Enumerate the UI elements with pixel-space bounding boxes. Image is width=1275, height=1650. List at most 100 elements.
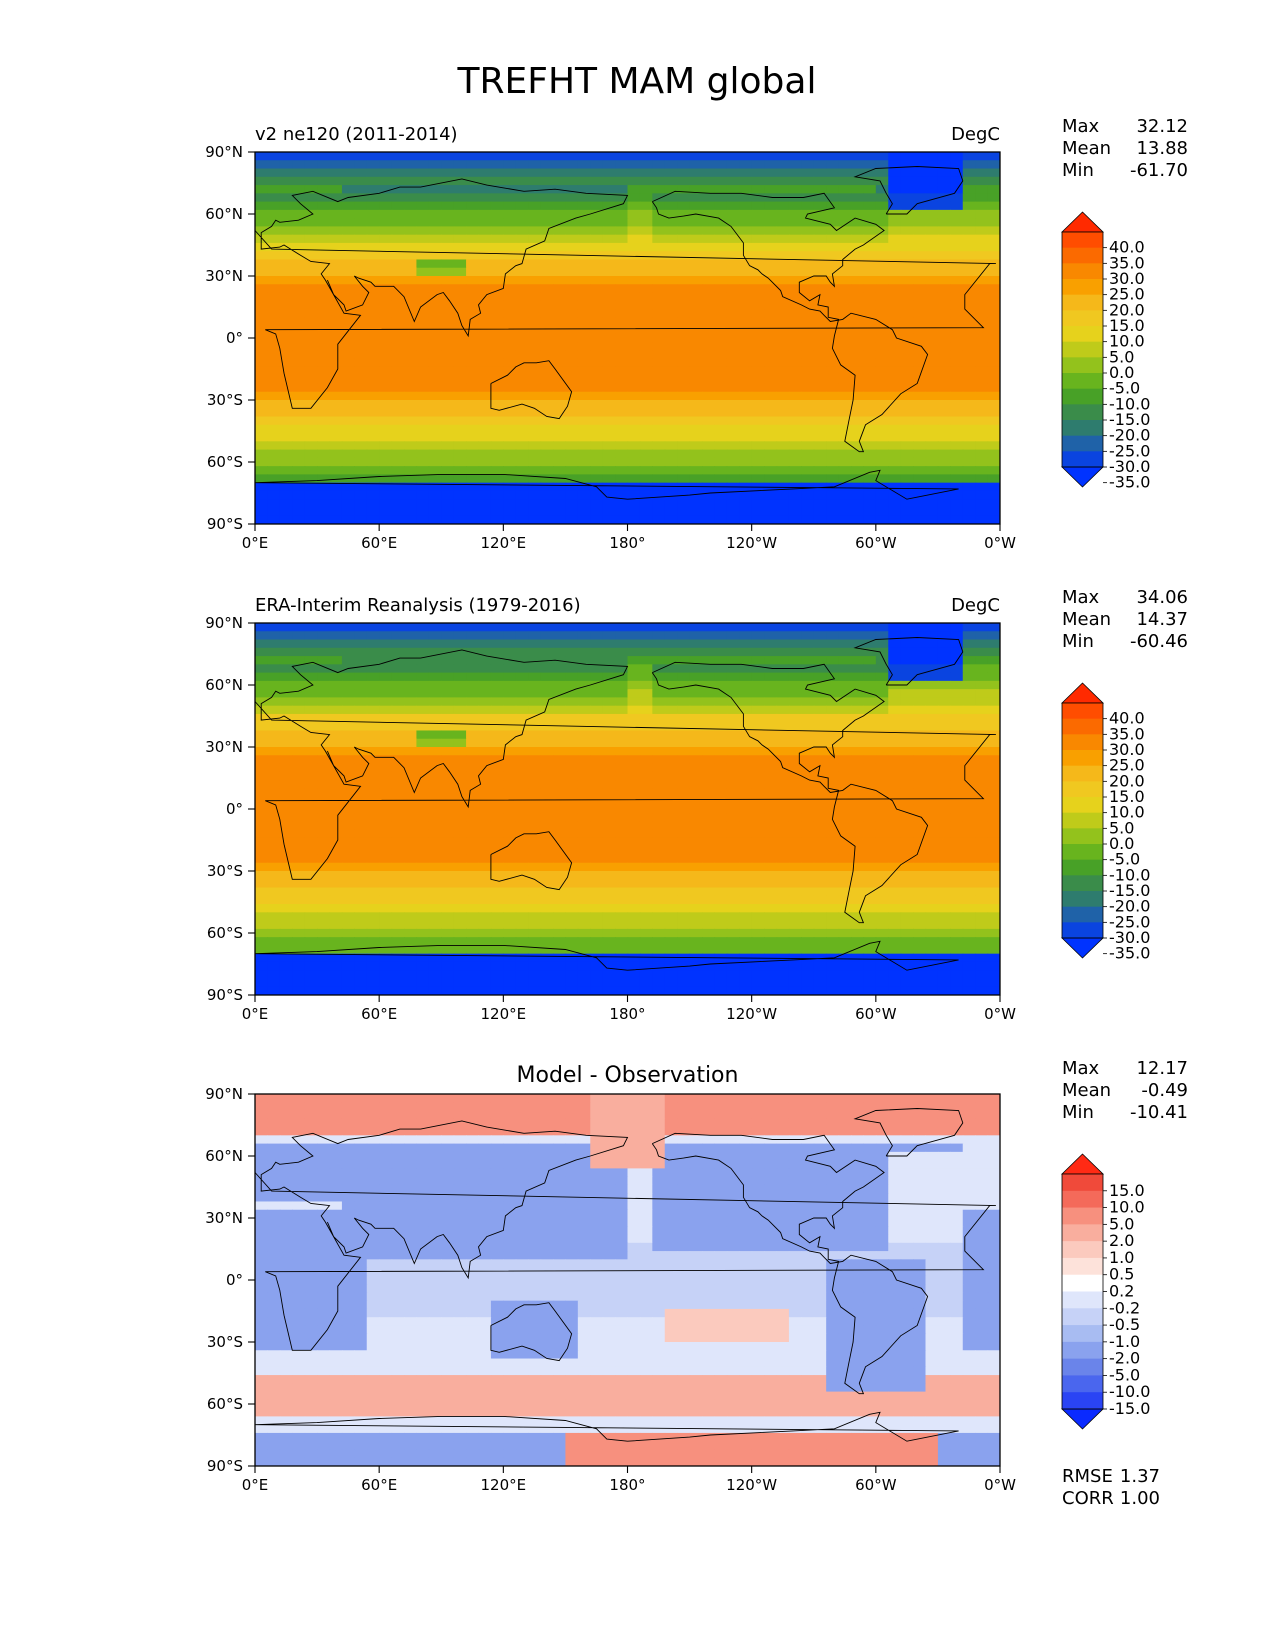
map-cell	[788, 474, 802, 484]
map-cell	[689, 251, 703, 261]
map-cell	[267, 755, 281, 765]
map-cell	[764, 259, 778, 269]
map-cell	[851, 317, 865, 327]
map-cell	[279, 672, 293, 682]
map-cell	[528, 226, 542, 236]
map-cell	[553, 276, 567, 285]
map-cell	[404, 813, 418, 822]
map-cell	[925, 499, 939, 509]
map-cell	[404, 234, 418, 244]
map-cell	[540, 276, 554, 285]
map-cell	[627, 697, 641, 707]
map-cell	[987, 689, 1000, 698]
map-cell	[813, 813, 827, 822]
map-cell	[515, 763, 529, 773]
map-cell	[627, 763, 641, 773]
map-cell	[428, 218, 442, 227]
map-cell	[975, 763, 989, 773]
map-cell	[540, 813, 554, 822]
map-cell	[292, 804, 306, 814]
map-cell	[652, 168, 666, 178]
map-cell	[279, 209, 293, 219]
map-cell	[664, 457, 678, 467]
map-cell	[341, 912, 355, 922]
map-cell	[615, 242, 629, 252]
map-cell	[466, 342, 480, 351]
map-cell	[329, 433, 343, 442]
map-cell	[391, 317, 405, 327]
map-cell	[937, 713, 951, 723]
map-cell	[987, 713, 1000, 723]
map-cell	[466, 730, 480, 740]
map-cell	[416, 309, 430, 318]
map-cell	[329, 251, 343, 261]
map-cell	[962, 333, 976, 343]
map-cell	[255, 457, 269, 467]
map-cell	[888, 242, 902, 252]
map-cell	[801, 780, 815, 789]
map-cell	[267, 656, 281, 665]
map-cell	[379, 689, 393, 698]
map-cell	[751, 234, 765, 244]
map-cell	[490, 722, 504, 732]
map-cell	[515, 490, 529, 500]
map-cell	[664, 689, 678, 698]
map-cell	[577, 862, 591, 872]
map-cell	[590, 713, 604, 723]
map-cell	[553, 771, 567, 781]
map-cell	[863, 226, 877, 236]
map-cell	[639, 738, 653, 748]
map-cell	[788, 309, 802, 318]
map-cell	[714, 350, 728, 360]
map-cell	[888, 738, 902, 748]
map-cell	[739, 780, 753, 789]
map-cell	[391, 821, 405, 831]
figure-title: TREFHT MAM global	[457, 61, 817, 102]
map-cell	[602, 317, 616, 327]
map-cell	[515, 895, 529, 905]
map-cell	[478, 738, 492, 748]
map-cell	[466, 449, 480, 459]
map-cell	[950, 193, 964, 203]
map-cell	[975, 234, 989, 244]
map-cell	[689, 466, 703, 475]
map-cell	[776, 680, 790, 690]
map-cell	[490, 490, 504, 500]
map-cell	[565, 342, 579, 351]
map-cell	[565, 276, 579, 285]
map-cell	[689, 317, 703, 327]
map-cell	[292, 647, 306, 657]
map-cell	[875, 317, 889, 327]
map-cell	[490, 507, 504, 517]
map-cell	[739, 366, 753, 376]
map-cell	[627, 829, 641, 839]
map-cell	[987, 325, 1000, 335]
map-cell	[950, 416, 964, 426]
map-cell	[900, 400, 914, 409]
map-cell	[677, 730, 691, 740]
map-cell	[466, 160, 480, 170]
map-cell	[714, 333, 728, 343]
map-cell	[478, 771, 492, 781]
map-cell	[466, 912, 480, 922]
map-cell	[689, 276, 703, 285]
map-cell	[875, 804, 889, 814]
map-cell	[975, 854, 989, 864]
map-cell	[441, 697, 455, 707]
map-cell	[602, 457, 616, 467]
map-cell	[615, 209, 629, 219]
map-cell	[503, 771, 517, 781]
map-cell	[341, 904, 355, 913]
map-cell	[888, 672, 902, 682]
map-cell	[404, 656, 418, 665]
map-cell	[987, 433, 1000, 442]
map-cell	[528, 920, 542, 930]
map-cell	[962, 433, 976, 442]
map-cell	[565, 904, 579, 913]
map-cell	[925, 226, 939, 236]
map-cell	[726, 771, 740, 781]
map-cell	[664, 747, 678, 756]
map-cell	[379, 391, 393, 401]
map-cell	[962, 408, 976, 418]
map-cell	[764, 400, 778, 409]
